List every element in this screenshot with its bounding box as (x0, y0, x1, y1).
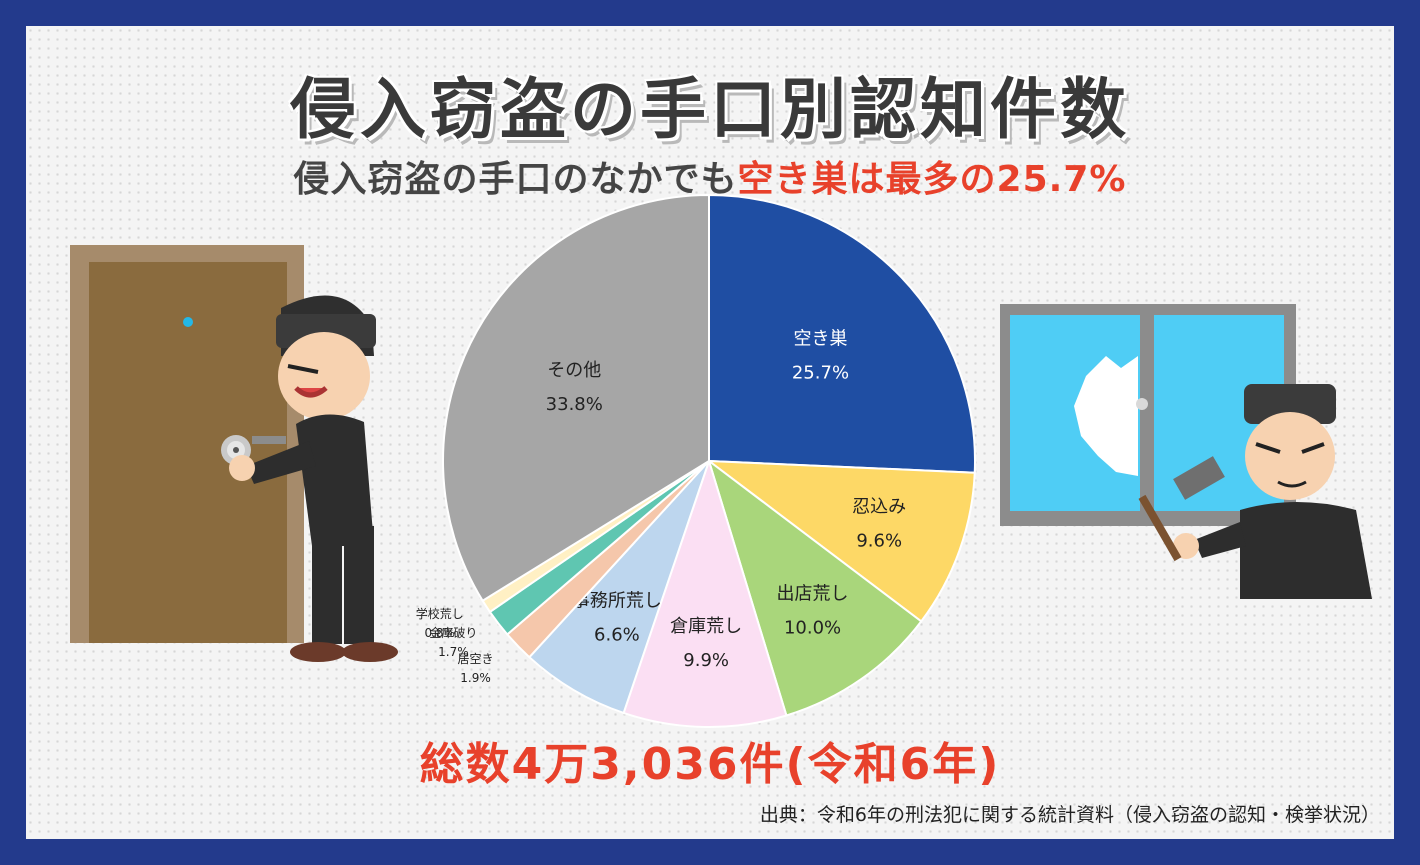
burglar-with-key-illustration (229, 295, 398, 662)
pie-slice-souko (622, 457, 788, 728)
pie-slice-demise (707, 458, 923, 717)
subtitle-highlight: 空き巣は最多の25.7% (737, 159, 1127, 200)
infographic-panel: 侵入窃盗の手口別認知件数 侵入窃盗の手口のなかでも空き巣は最多の25.7% (26, 26, 1394, 839)
pie-slice-sorashisu (708, 193, 976, 474)
slice-name-label: 出店荒し (777, 583, 849, 604)
slice-name-label: 居空き (458, 652, 494, 666)
subtitle-prefix: 侵入窃盗の手口のなかでも (293, 159, 738, 200)
slice-name-label: その他 (547, 360, 601, 381)
slice-name-label: 学校荒し (416, 606, 464, 621)
slice-value-label: 9.6% (856, 530, 902, 551)
slice-name-label: 倉庫荒し (670, 616, 742, 637)
pie-slice-shinobikomi (705, 459, 976, 623)
slice-name-label: 空き巣 (793, 328, 847, 349)
slice-name-label: 事務所荒し (572, 591, 662, 612)
slice-value-label: 25.7% (792, 362, 849, 383)
total-count: 総数4万3,036件(令和6年) (419, 739, 1001, 790)
slice-value-label: 10.0% (784, 617, 841, 638)
pie-chart: 空き巣 25.7% 忍込み 9.6% 出店荒し 10.0% 倉庫荒し 9.9% 事務所荒し 6.6… (416, 193, 976, 728)
burglar-with-hammer-illustration (1138, 384, 1372, 599)
door-illustration (70, 245, 304, 643)
slice-name-label: 金庫破り (429, 625, 477, 640)
source-note: 出典：令和6年の刑法犯に関する統計資料（侵入窃盗の認知・検挙状況） (759, 804, 1380, 826)
page-title: 侵入窃盗の手口別認知件数 (290, 71, 1130, 148)
pie-slice-jimusho (527, 460, 710, 715)
illustration-layer: 空き巣 25.7% 忍込み 9.6% 出店荒し 10.0% 倉庫荒し 9.9% 事務所荒し 6.6… (70, 193, 1372, 728)
slice-value-label: 33.8% (546, 394, 603, 415)
slice-value-label: 1.9% (460, 671, 491, 685)
page-subtitle: 侵入窃盗の手口のなかでも空き巣は最多の25.7% (26, 150, 1394, 202)
slice-value-label: 9.9% (683, 650, 729, 671)
pie-slice-sonota (442, 193, 710, 603)
slice-name-label: 忍込み (852, 496, 906, 517)
slice-value-label: 1.7% (438, 645, 469, 659)
slice-value-label: 6.6% (594, 625, 640, 646)
slice-value-label: 0.8% (424, 626, 455, 640)
